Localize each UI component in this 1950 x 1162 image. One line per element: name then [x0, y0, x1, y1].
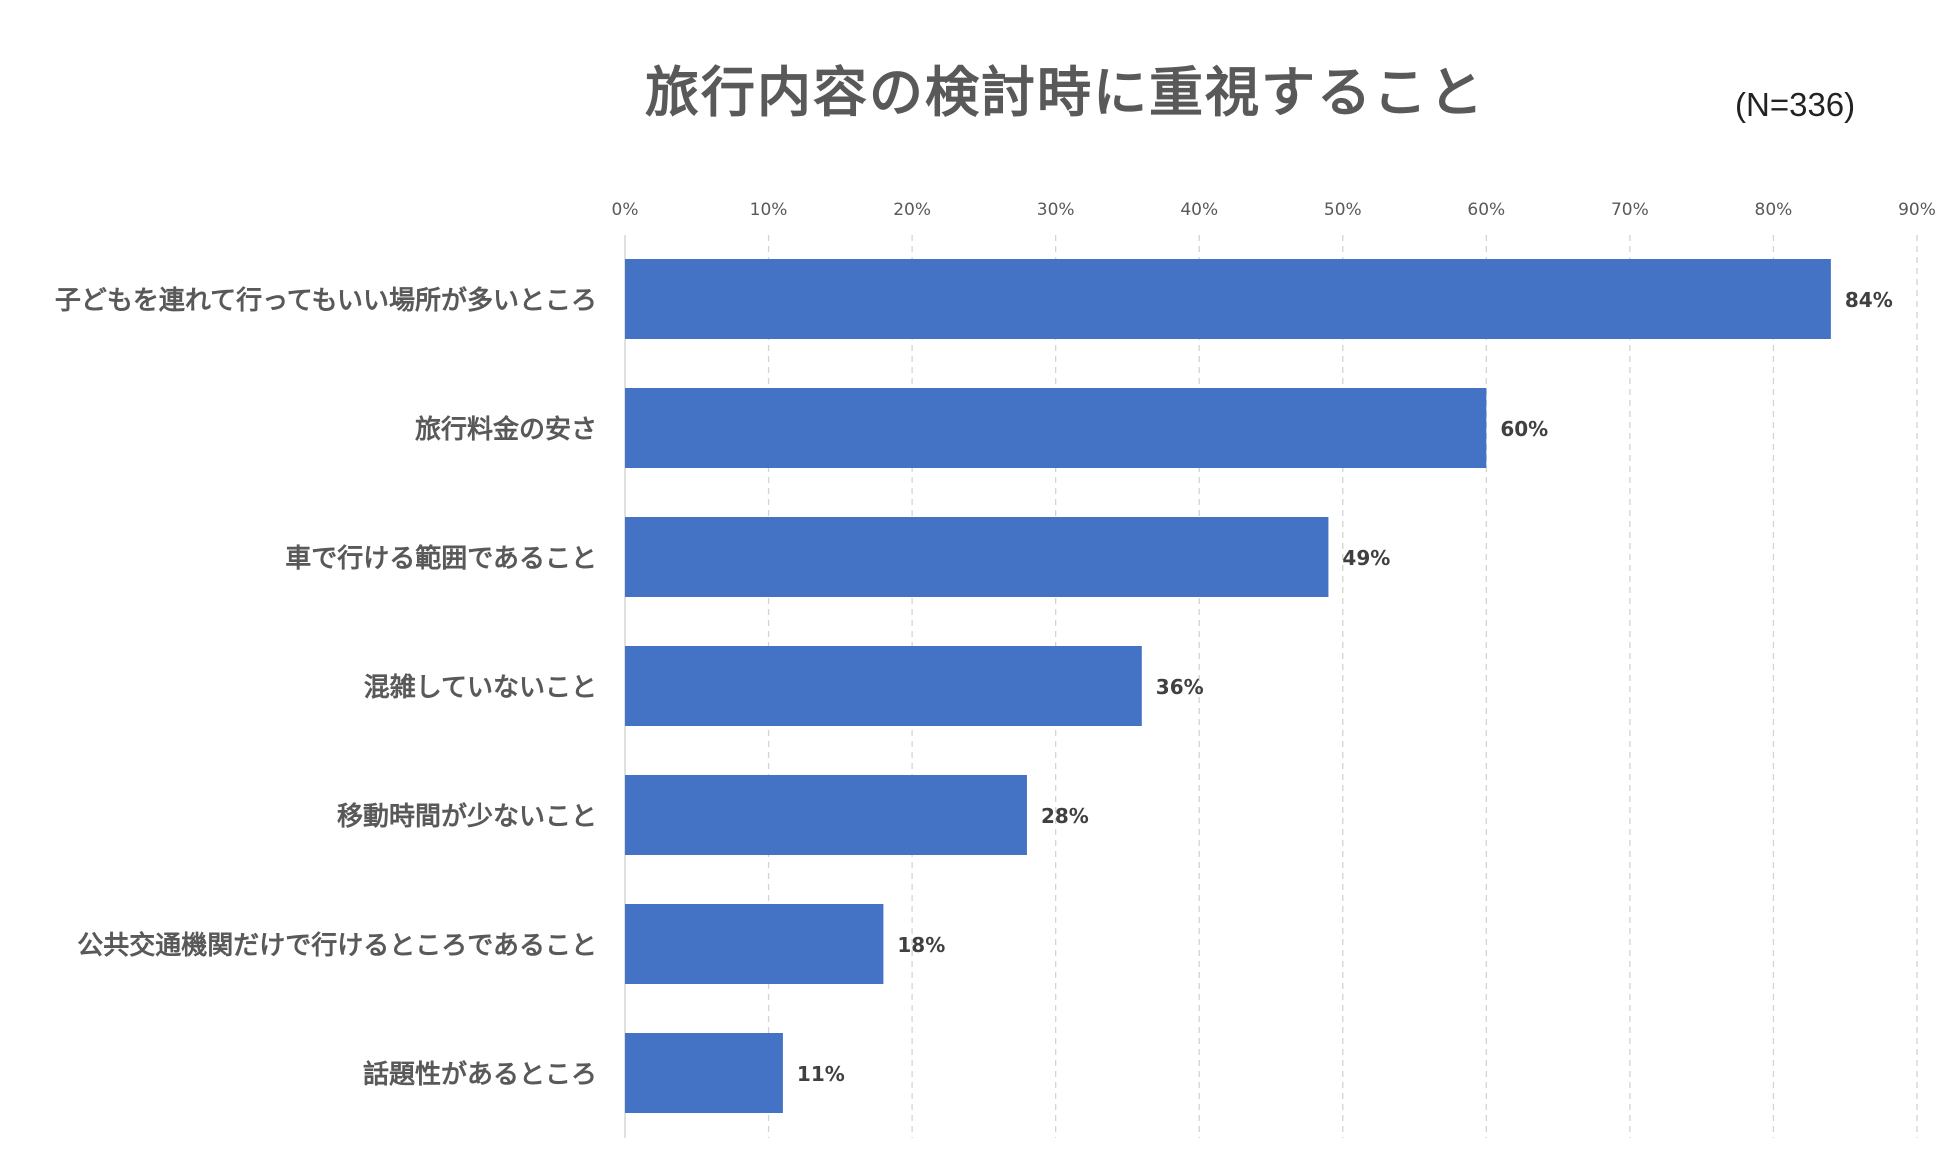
sample-size-label: (N=336) — [1735, 86, 1856, 123]
bar — [625, 904, 884, 984]
data-label: 28% — [1041, 804, 1089, 828]
category-label: 公共交通機関だけで行けるところであること — [77, 930, 597, 961]
x-tick-label: 10% — [750, 200, 788, 220]
category-label: 混雑していないこと — [364, 672, 597, 703]
category-label: 子どもを連れて行ってもいい場所が多いところ — [55, 285, 597, 316]
bar — [625, 775, 1027, 855]
category-label: 旅行料金の安さ — [415, 414, 597, 445]
bar — [625, 517, 1329, 597]
x-tick-label: 90% — [1898, 200, 1936, 220]
x-tick-label: 80% — [1755, 200, 1793, 220]
x-tick-label: 20% — [893, 200, 931, 220]
bar — [625, 388, 1487, 468]
category-label: 話題性があるところ — [363, 1059, 597, 1090]
x-tick-label: 50% — [1324, 200, 1362, 220]
category-label: 移動時間が少ないこと — [337, 801, 597, 832]
x-tick-label: 70% — [1611, 200, 1649, 220]
data-label: 49% — [1342, 546, 1390, 570]
x-tick-label: 30% — [1037, 200, 1075, 220]
bar — [625, 1033, 783, 1113]
data-label: 11% — [797, 1062, 845, 1086]
x-tick-label: 40% — [1180, 200, 1218, 220]
data-label: 36% — [1156, 675, 1204, 699]
data-label: 84% — [1845, 288, 1893, 312]
x-tick-label: 0% — [612, 200, 639, 220]
data-label: 18% — [897, 933, 945, 957]
bar — [625, 646, 1142, 726]
data-label: 60% — [1500, 417, 1548, 441]
chart-title: 旅行内容の検討時に重視すること — [645, 61, 1485, 124]
x-tick-label: 60% — [1467, 200, 1505, 220]
bar — [625, 259, 1831, 339]
category-label: 車で行ける範囲であること — [285, 543, 597, 574]
